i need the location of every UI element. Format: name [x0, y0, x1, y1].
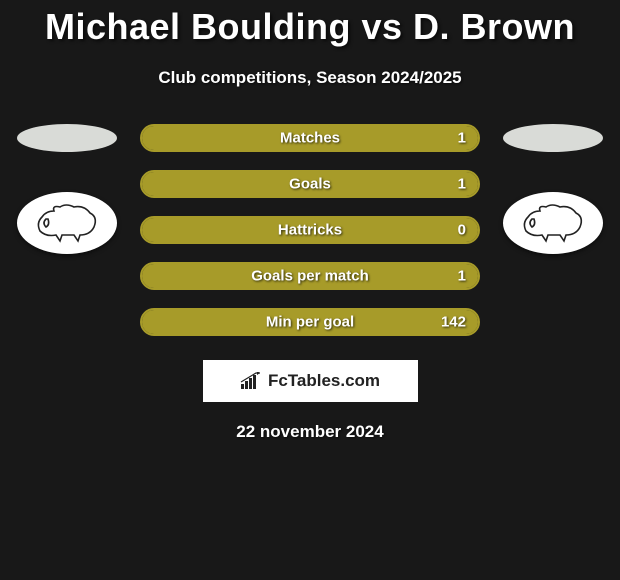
stat-value-right: 1	[458, 176, 466, 193]
right-player-column	[498, 124, 608, 254]
stat-value-right: 1	[458, 268, 466, 285]
left-player-column	[12, 124, 122, 254]
stat-bar: Goals per match 1	[140, 262, 480, 290]
ram-icon	[32, 201, 102, 245]
stat-bar: Hattricks 0	[140, 216, 480, 244]
stat-label: Min per goal	[266, 314, 354, 331]
stats-column: Matches 1 Goals 1 Hattricks 0 Goals per match 1…	[140, 124, 480, 336]
brand-text: FcTables.com	[268, 371, 380, 391]
right-player-oval	[503, 124, 603, 152]
stat-value-right: 142	[441, 314, 466, 331]
bar-chart-icon	[240, 372, 262, 390]
page-title: Michael Boulding vs D. Brown	[0, 0, 620, 48]
left-player-oval	[17, 124, 117, 152]
date-text: 22 november 2024	[0, 422, 620, 442]
stat-value-right: 0	[458, 222, 466, 239]
stat-bar: Goals 1	[140, 170, 480, 198]
right-club-badge	[503, 192, 603, 254]
stat-label: Matches	[280, 130, 340, 147]
stat-value-right: 1	[458, 130, 466, 147]
brand-badge[interactable]: FcTables.com	[203, 360, 418, 402]
page-subtitle: Club competitions, Season 2024/2025	[0, 68, 620, 88]
stat-label: Hattricks	[278, 222, 342, 239]
stat-label: Goals	[289, 176, 331, 193]
stat-label: Goals per match	[251, 268, 369, 285]
stat-bar: Min per goal 142	[140, 308, 480, 336]
ram-icon	[518, 201, 588, 245]
left-club-badge	[17, 192, 117, 254]
comparison-row: Matches 1 Goals 1 Hattricks 0 Goals per match 1…	[0, 124, 620, 336]
stat-bar: Matches 1	[140, 124, 480, 152]
